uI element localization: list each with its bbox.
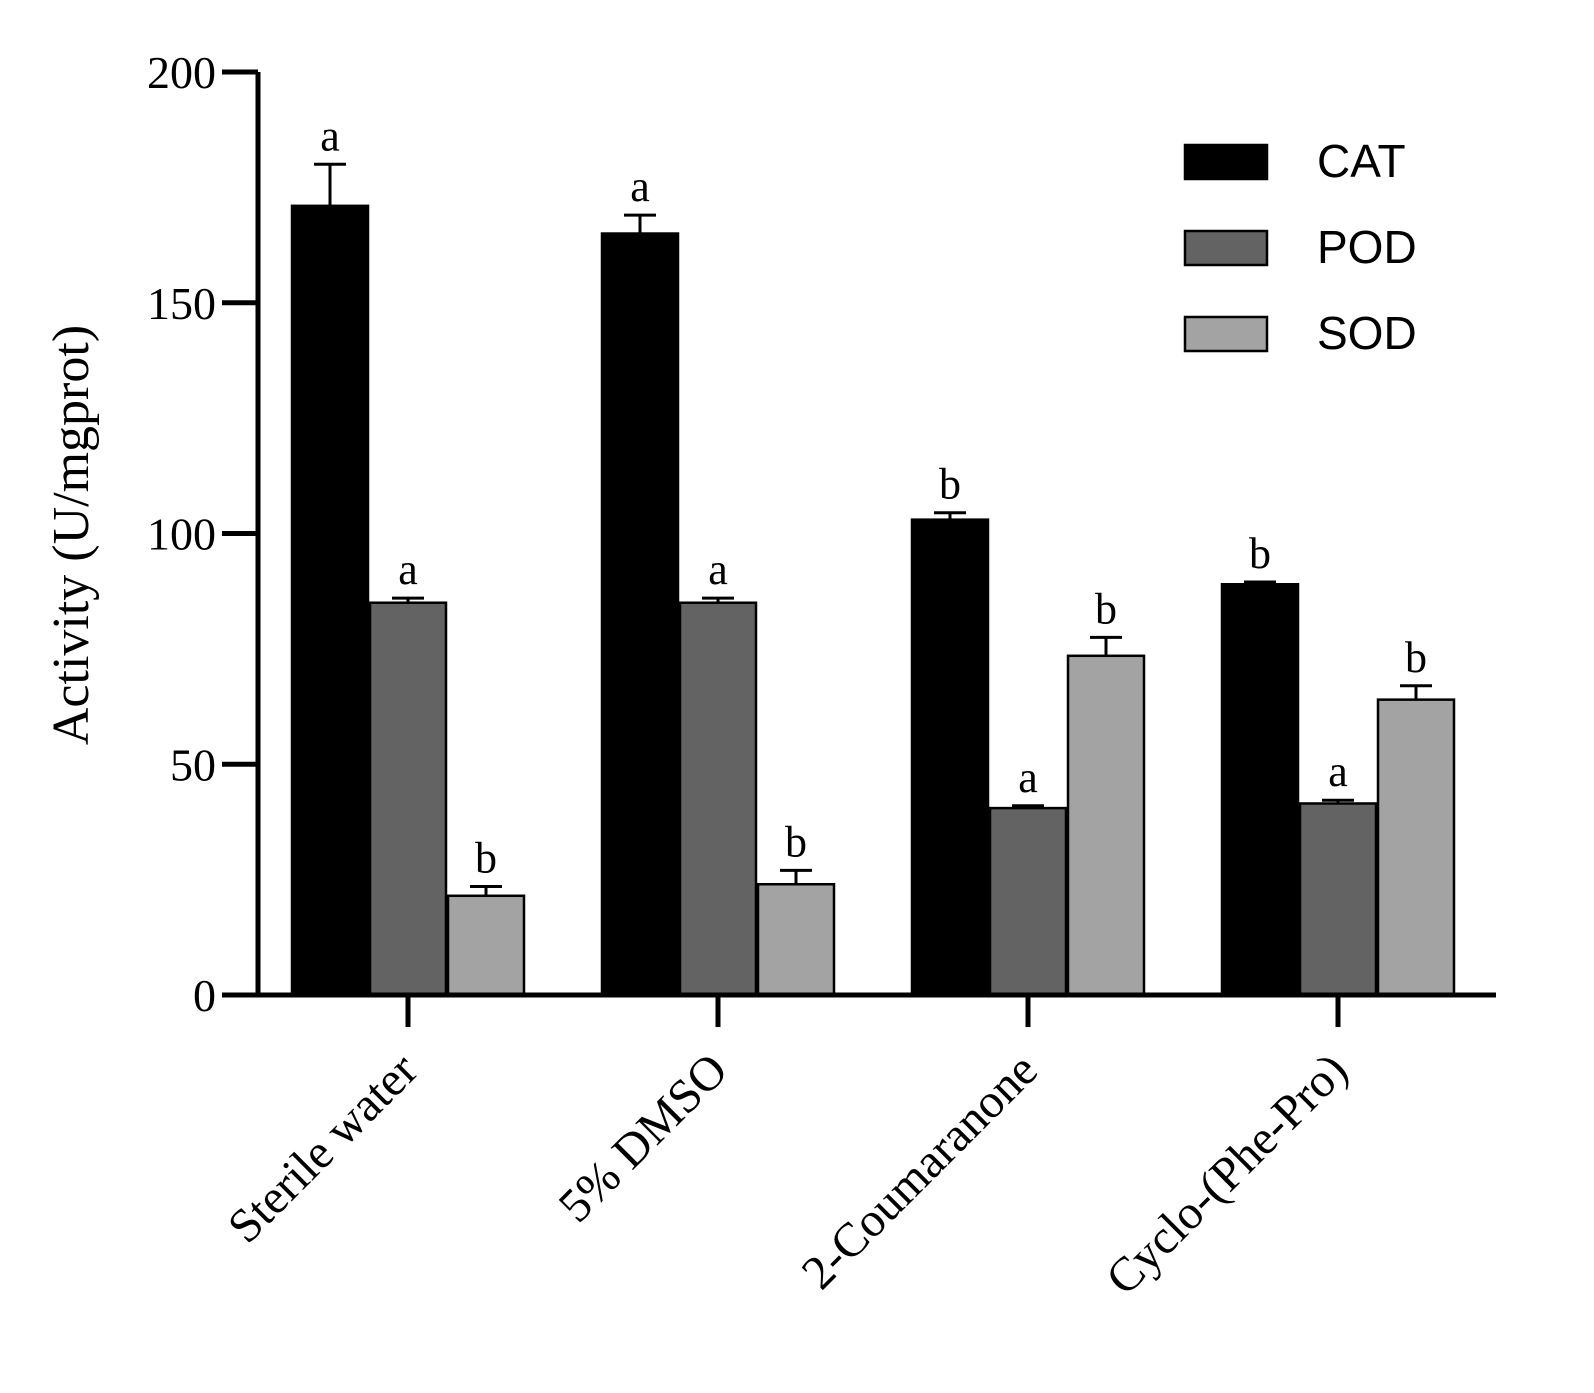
bar-sod-1 — [446, 894, 526, 997]
significance-letters-layer: a a b a a b b a b b a b — [320, 111, 1427, 882]
error-bar-pod-4 — [1322, 798, 1354, 804]
legend-label-pod: POD — [1317, 221, 1417, 273]
error-bar-pod-1 — [392, 596, 424, 603]
y-tick-label-200: 200 — [147, 47, 216, 98]
significance-letter-pod-4: a — [1328, 747, 1348, 796]
bar-sod-3 — [1066, 654, 1146, 997]
significance-letter-sod-2: b — [785, 817, 807, 866]
x-tick-label-1: Sterile water — [218, 1043, 428, 1253]
error-bar-sod-1 — [470, 885, 502, 896]
significance-letter-cat-2: a — [630, 162, 650, 211]
bar-pod-2 — [678, 601, 758, 997]
y-tick-label-50: 50 — [170, 739, 216, 790]
error-bar-pod-3 — [1012, 804, 1044, 809]
legend-swatch-cat — [1183, 143, 1269, 181]
significance-letter-cat-3: b — [939, 460, 961, 509]
bar-pod-3 — [988, 806, 1068, 997]
bar-pod-4 — [1298, 802, 1378, 997]
significance-letter-pod-2: a — [708, 545, 728, 594]
legend-swatch-pod — [1183, 229, 1269, 267]
x-tick-label-2: 5% DMSO — [548, 1043, 737, 1232]
error-bar-sod-3 — [1090, 635, 1122, 656]
error-bars-layer — [314, 162, 1432, 896]
y-axis-label: Activity (U/mgprot) — [43, 325, 100, 745]
legend-swatch-sod — [1183, 315, 1269, 353]
bar-pod-1 — [368, 601, 448, 997]
legend-item-cat: CAT — [1183, 135, 1406, 187]
significance-letter-sod-4: b — [1405, 633, 1427, 682]
x-tick-label-4: Cyclo-(Phe-Pro) — [1096, 1043, 1358, 1305]
error-bar-sod-2 — [780, 868, 812, 885]
legend-label-cat: CAT — [1317, 135, 1406, 187]
bar-cat-2 — [600, 232, 680, 997]
legend-item-sod: SOD — [1183, 307, 1417, 359]
error-bar-cat-3 — [934, 511, 966, 520]
legend: CAT POD SOD — [1183, 135, 1417, 359]
bar-cat-4 — [1220, 583, 1300, 997]
y-tick-label-0: 0 — [193, 970, 216, 1021]
significance-letter-sod-1: b — [475, 834, 497, 883]
bar-sod-2 — [756, 882, 836, 997]
error-bar-sod-4 — [1400, 684, 1432, 700]
significance-letter-pod-1: a — [398, 545, 418, 594]
legend-label-sod: SOD — [1317, 307, 1417, 359]
significance-letter-cat-1: a — [320, 111, 340, 160]
significance-letter-sod-3: b — [1095, 584, 1117, 633]
error-bar-pod-2 — [702, 596, 734, 603]
bar-cat-3 — [910, 518, 990, 997]
y-tick-label-150: 150 — [147, 278, 216, 329]
error-bar-cat-1 — [314, 162, 346, 206]
significance-letter-pod-3: a — [1018, 753, 1038, 802]
bar-sod-4 — [1376, 698, 1456, 997]
error-bar-cat-2 — [624, 213, 656, 234]
bars-layer — [290, 204, 1456, 997]
x-tick-label-3: 2-Coumaranone — [792, 1043, 1048, 1299]
significance-letter-cat-4: b — [1249, 529, 1271, 578]
error-bar-cat-4 — [1244, 580, 1276, 585]
legend-item-pod: POD — [1183, 221, 1417, 273]
bar-cat-1 — [290, 204, 370, 997]
y-tick-label-100: 100 — [147, 509, 216, 560]
